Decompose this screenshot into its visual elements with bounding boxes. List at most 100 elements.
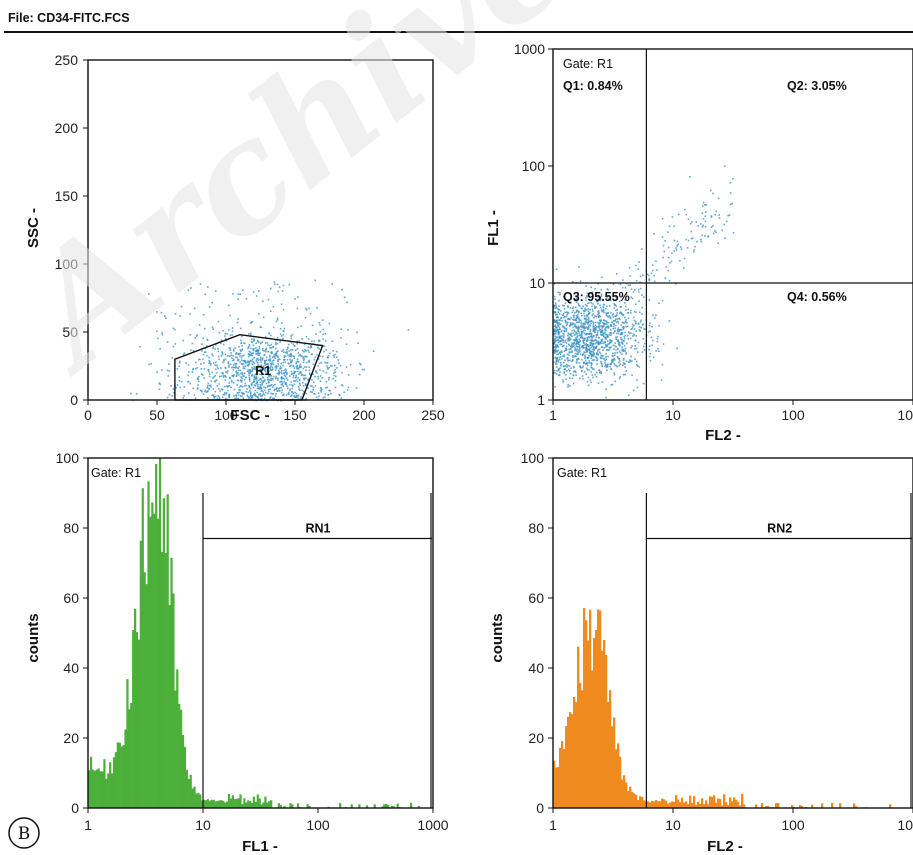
event-dot [251,358,254,361]
event-dot [267,366,269,368]
event-dot [609,363,611,365]
histogram-bar [95,769,98,808]
event-dot [221,372,224,375]
event-dot [292,355,295,357]
event-dot [266,379,269,381]
event-dot [277,388,280,390]
event-dot [612,361,614,363]
event-dot [156,311,158,313]
event-dot [222,329,224,332]
event-dot [297,360,299,363]
event-dot [704,220,707,223]
event-dot [274,339,277,342]
event-dot [285,394,288,396]
event-dot [235,394,237,396]
event-dot [574,300,576,302]
histogram-bar [258,798,261,808]
event-dot [605,366,608,369]
event-dot [249,371,252,373]
event-dot [192,349,195,352]
event-dot [622,314,625,316]
event-dot [293,367,296,369]
event-dot [337,359,339,361]
event-dot [556,336,559,338]
event-dot [667,256,670,259]
event-dot [206,339,209,342]
event-dot [311,340,313,343]
histogram-bar [227,794,231,808]
event-dot [684,208,686,211]
event-dot [257,339,259,342]
histogram-bar [306,804,309,808]
event-dot [717,242,719,245]
event-dot [240,339,242,342]
event-dot [204,347,207,350]
event-dot [594,307,596,309]
histogram-bar [256,794,259,808]
event-dot [651,264,654,266]
event-dot [286,379,289,381]
event-dot [336,367,338,369]
y-tick-label: 0 [70,392,78,408]
event-dot [572,345,575,348]
event-dot [285,383,288,386]
event-dot [661,363,664,366]
event-dot [567,312,570,314]
event-dot [648,299,651,301]
event-dot [305,384,307,387]
event-dot [265,356,268,359]
event-dot [281,394,284,397]
event-dot [623,338,626,340]
event-dot [222,343,225,346]
event-dot [569,372,572,375]
event-dot [241,348,244,351]
event-dot [286,372,288,374]
event-dot [301,338,303,340]
event-dot [595,356,597,358]
event-dot [640,319,642,322]
event-dot [247,369,249,371]
event-dot [262,377,264,379]
event-dot [190,349,192,351]
event-dot [621,331,624,334]
event-dot [305,397,307,400]
event-dot [594,327,596,329]
y-tick-label: 50 [62,324,78,340]
event-dot [174,343,177,345]
event-dot [561,345,564,348]
event-dot [622,340,625,342]
event-dot [292,365,294,367]
event-dot [562,381,564,383]
event-dot [624,305,627,308]
event-dot [257,365,259,367]
histogram-bar [390,806,394,808]
event-dot [597,353,599,355]
x-tick-label: 10 [665,817,681,833]
histogram-bar [157,518,160,808]
event-dot [603,333,605,336]
event-dot [621,346,623,348]
event-dot [346,301,348,304]
event-dot [643,296,645,298]
event-dot [290,373,293,375]
event-dot [228,347,231,349]
event-dot [269,354,271,357]
event-dot [283,330,285,332]
event-dot [571,343,573,346]
event-dot [572,365,575,368]
event-dot [288,383,291,386]
event-dot [311,378,313,381]
event-dot [302,385,305,387]
event-dot [212,347,214,349]
event-dot [622,364,624,366]
event-dot [560,340,562,342]
event-dot [553,295,556,298]
event-dot [275,393,277,395]
event-dot [557,319,560,321]
event-dot [563,355,565,358]
event-dot [570,334,572,337]
histogram-bar [553,760,556,808]
event-dot [636,386,639,389]
event-dot [558,358,561,361]
event-dot [298,355,300,357]
